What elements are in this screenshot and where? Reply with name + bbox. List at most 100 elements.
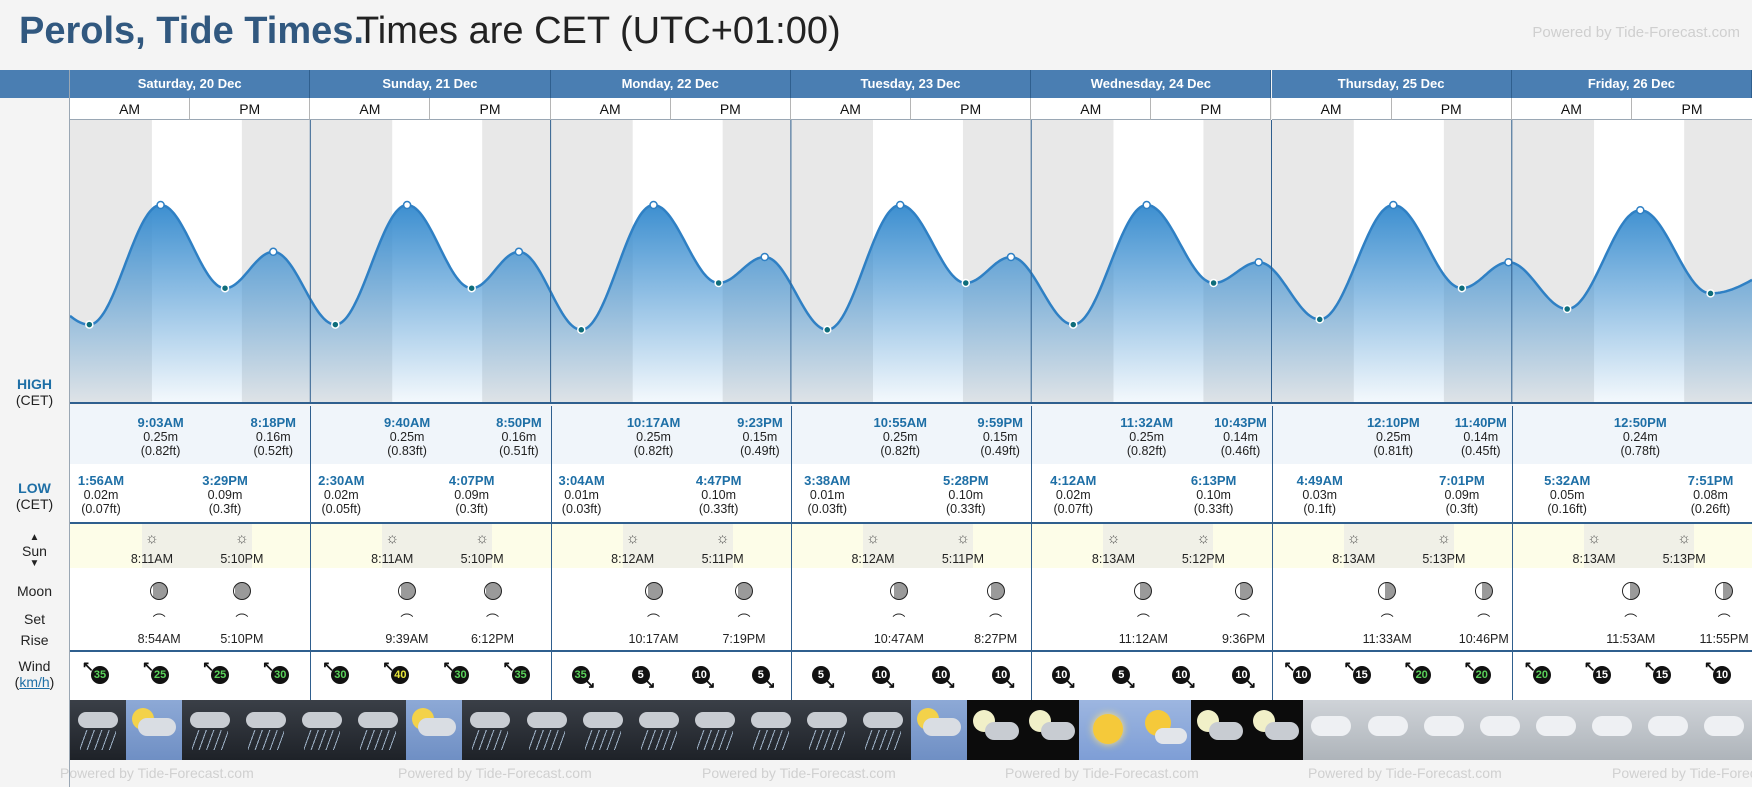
sunrise-icon: ☼ <box>145 530 159 547</box>
moonset-icon: ⌒ <box>737 613 751 628</box>
low-tide-point[interactable] <box>1457 283 1467 293</box>
wind-speed: 20 <box>1535 669 1548 681</box>
wind-speed-icon: 40 ↖ <box>382 658 410 684</box>
day-divider <box>1031 406 1033 760</box>
high-tide-entry: 9:59PM 0.15m (0.49ft) <box>970 416 1030 459</box>
low-tide-point[interactable] <box>1315 315 1324 324</box>
weather-shape <box>528 730 565 750</box>
low-tide-point[interactable] <box>1562 304 1572 314</box>
low-tide-point[interactable] <box>1069 320 1078 329</box>
high-tide-point[interactable] <box>760 252 769 262</box>
wind-speed-icon: 20 ↖ <box>1404 658 1431 684</box>
wind-speed-icon: 5 ↘ <box>631 666 655 691</box>
am-header: AM <box>310 98 431 120</box>
high-tide-entry: 10:43PM 0.14m (0.46ft) <box>1211 416 1271 459</box>
high-tz-label: (CET) <box>15 392 54 408</box>
powered-by-link[interactable]: Powered by Tide-Forecast.com <box>1532 24 1740 41</box>
weather-shape <box>923 718 961 736</box>
high-tide-point[interactable] <box>649 200 658 210</box>
wind-speed: 35 <box>574 669 587 681</box>
tide-height-m: 0.25m <box>1375 430 1411 444</box>
wind-speed: 10 <box>1715 669 1729 681</box>
wind-direction-arrow: ↖ <box>1403 658 1416 674</box>
sunset-icon: ☼ <box>1677 530 1692 547</box>
low-tide-point[interactable] <box>1209 278 1218 288</box>
moon-phase-icon <box>232 582 251 600</box>
low-tide-point[interactable] <box>823 325 832 335</box>
high-tide-point[interactable] <box>1254 257 1263 267</box>
wind-speed: 20 <box>1415 669 1428 681</box>
tide-height-m: 0.03m <box>1302 488 1338 502</box>
moon-lit-part <box>645 583 648 599</box>
tide-height-ft: (0.16ft) <box>1547 502 1587 516</box>
weather-shape <box>1535 716 1576 736</box>
weather-shape <box>1479 716 1520 736</box>
day-header: Sunday, 21 Dec <box>310 70 551 98</box>
weather-shape <box>864 730 901 750</box>
sunset-icon: ☼ <box>956 530 970 547</box>
low-tide-point[interactable] <box>961 278 971 288</box>
moon-lit-part <box>736 583 739 599</box>
low-tide-point[interactable] <box>467 283 476 293</box>
tide-height-ft: (0.45ft) <box>1460 444 1501 458</box>
low-tide-entry: 3:29PM 0.09m (0.3ft) <box>195 474 255 517</box>
high-tide-point[interactable] <box>1504 257 1513 267</box>
weather-icon <box>630 700 688 760</box>
high-tide-point[interactable] <box>1636 205 1645 215</box>
high-tide-point[interactable] <box>1142 200 1151 210</box>
low-tide-point[interactable] <box>220 283 230 293</box>
day-divider <box>790 406 792 760</box>
am-header: AM <box>790 98 912 120</box>
high-tide-point[interactable] <box>514 247 524 257</box>
tide-height-ft: (0.52ft) <box>253 444 294 458</box>
tide-time: 10:55AM <box>873 415 927 430</box>
high-tide-point[interactable] <box>1006 252 1016 262</box>
weather-shape <box>78 712 118 728</box>
tide-time: 2:30AM <box>318 473 365 488</box>
sunset-time: 5:10PM <box>220 552 264 566</box>
sunrise-time: 8:11AM <box>371 552 414 566</box>
wind-direction-arrow: ↖ <box>142 658 154 674</box>
high-label: HIGH <box>17 376 52 392</box>
low-tide-entry: 4:12AM 0.02m (0.07ft) <box>1043 474 1103 517</box>
weather-icon <box>1359 700 1417 760</box>
high-tide-entry: 11:40PM 0.14m (0.45ft) <box>1451 416 1511 459</box>
high-tide-point[interactable] <box>156 200 165 210</box>
low-tide-point[interactable] <box>714 278 723 288</box>
high-tide-point[interactable] <box>402 200 412 210</box>
tide-height-m: 0.25m <box>636 430 671 444</box>
wind-direction-arrow: ↘ <box>703 675 716 691</box>
moon-band <box>70 568 1752 650</box>
wind-direction-arrow: ↖ <box>502 658 515 674</box>
weather-shape <box>190 712 231 728</box>
moon-phase-icon <box>483 582 502 600</box>
tide-time: 9:03AM <box>137 415 184 430</box>
wind-unit-link[interactable]: km/h <box>19 674 50 690</box>
tide-height-ft: (0.33ft) <box>698 502 739 516</box>
weather-icon <box>574 700 632 760</box>
weather-shape <box>1367 716 1408 736</box>
low-tide-entry: 4:47PM 0.10m (0.33ft) <box>689 474 749 517</box>
low-tide-point[interactable] <box>577 325 586 335</box>
wind-speed: 20 <box>1475 669 1488 681</box>
high-tide-point[interactable] <box>1389 200 1398 210</box>
tide-height-ft: (0.49ft) <box>740 444 780 458</box>
moonset-icon: ⌒ <box>1717 613 1731 628</box>
low-tide-point[interactable] <box>85 320 94 329</box>
low-tide-point[interactable] <box>1706 289 1715 298</box>
tide-height-m: 0.02m <box>1055 488 1091 502</box>
wind-speed: 15 <box>1355 669 1368 681</box>
tide-height-m: 0.09m <box>1444 488 1480 502</box>
moon-lit-part <box>233 583 236 599</box>
wind-speed-icon: 15 ↖ <box>1344 658 1371 684</box>
wind-speed: 10 <box>694 669 707 681</box>
weather-shape <box>640 730 677 750</box>
high-tide-point[interactable] <box>895 200 905 210</box>
tide-height-m: 0.10m <box>948 488 984 502</box>
tide-time: 3:38AM <box>804 473 851 488</box>
high-tide-point[interactable] <box>269 247 278 257</box>
low-tide-point[interactable] <box>331 320 340 329</box>
tide-height-ft: (0.33ft) <box>945 502 986 516</box>
daylight-cell <box>863 524 973 568</box>
weather-icon <box>1023 700 1080 760</box>
